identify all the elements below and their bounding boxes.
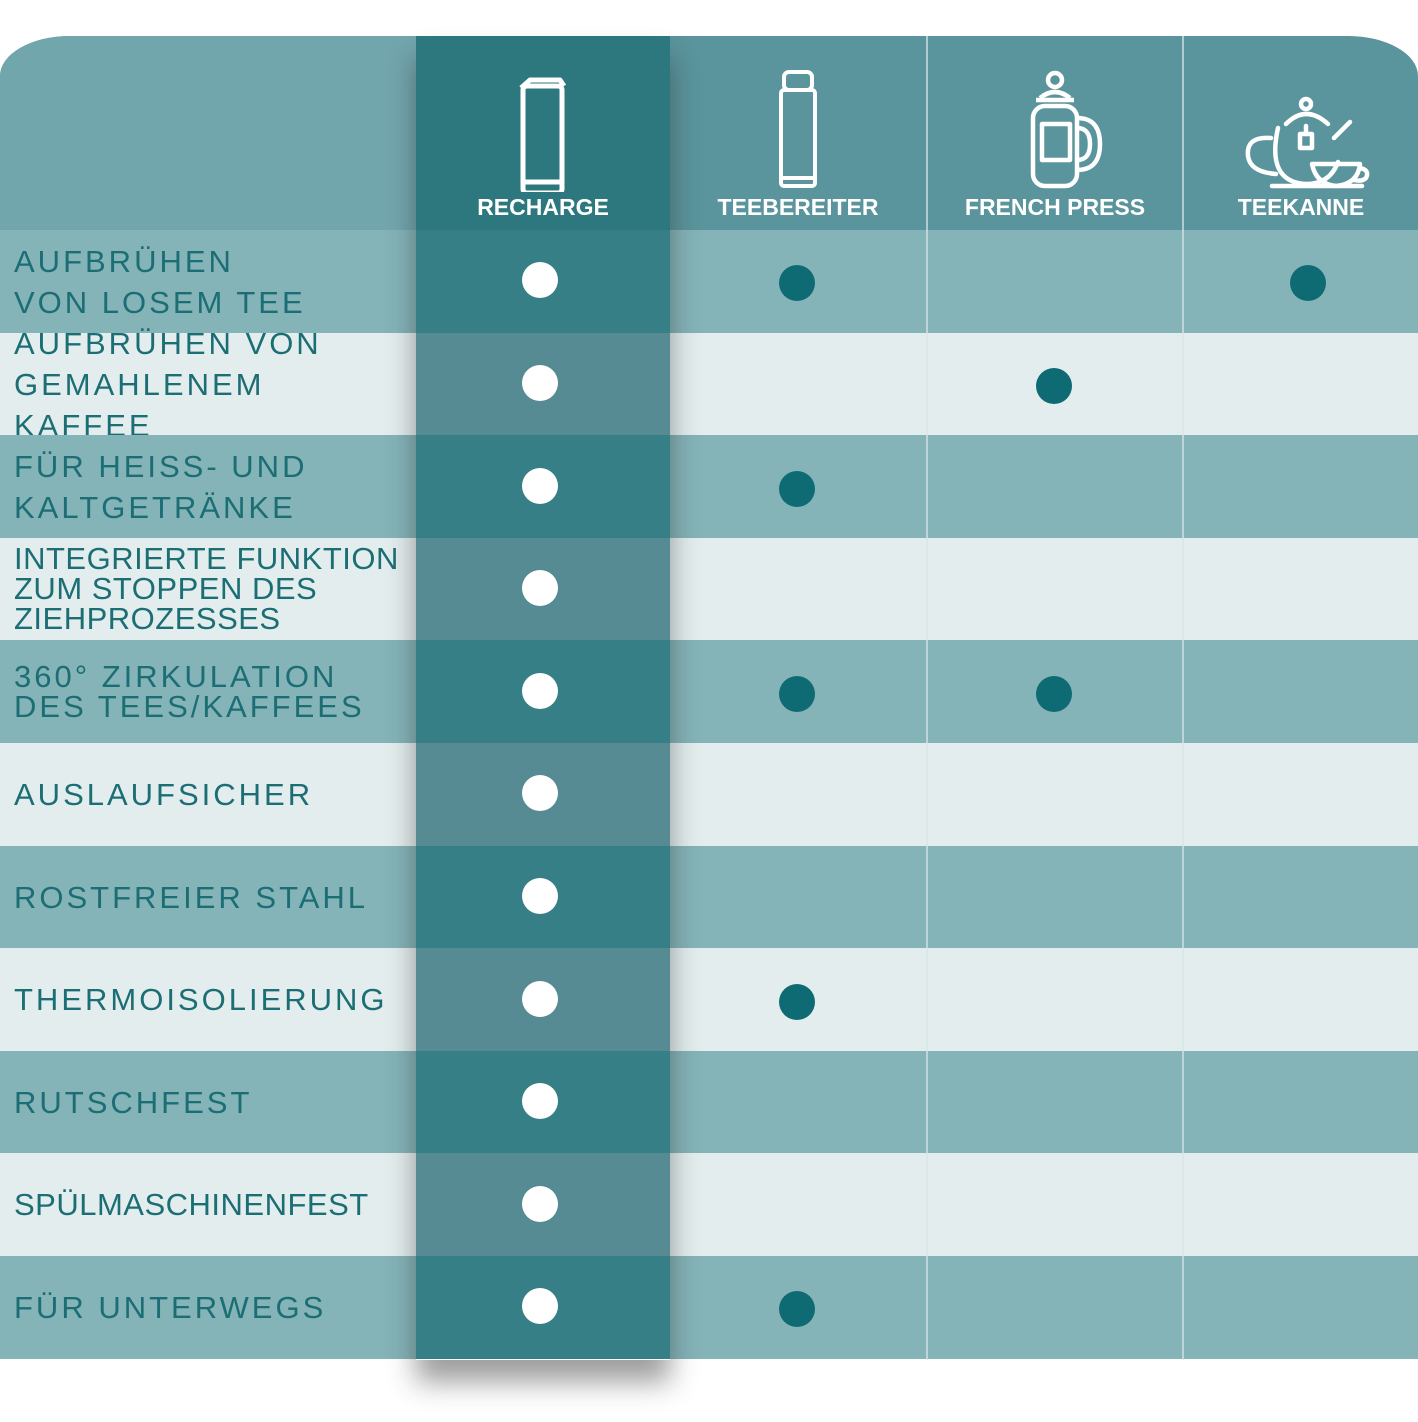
check-dot xyxy=(522,775,558,812)
table-row: 360° ZIRKULATION DES TEES/KAFFEES xyxy=(0,640,1418,744)
row-label-text: 360° ZIRKULATION DES TEES/KAFFEES xyxy=(14,658,365,724)
check-dot xyxy=(522,570,558,607)
row-label-text: THERMOISOLIERUNG xyxy=(14,982,388,1018)
row-label-text: ROSTFREIER STAHL xyxy=(14,879,369,915)
check-dot xyxy=(522,877,558,914)
check-dot xyxy=(522,980,558,1017)
column-label: TEEKANNE xyxy=(1237,194,1365,220)
row-label-text: RUTSCHFEST xyxy=(14,1084,253,1120)
teapot-icon xyxy=(1245,96,1370,189)
column-divider xyxy=(926,36,928,1360)
row-label-text: FÜR HEISS- UND KALTGETRÄNKE xyxy=(14,448,308,525)
row-label-text: AUFBRÜHEN VON GEMAHLENEM KAFFEE xyxy=(14,325,322,443)
comparison-table: AUFBRÜHEN VON LOSEM TEE AUFBRÜHEN VON GEM… xyxy=(0,36,1418,1360)
row-label-text: FÜR UNTERWEGS xyxy=(14,1290,327,1325)
row-label: AUSLAUFSICHER xyxy=(14,743,414,846)
tea-flask-icon xyxy=(779,70,817,188)
french-press-icon xyxy=(1030,70,1103,189)
table-row: AUSLAUFSICHER xyxy=(0,743,1418,846)
table-row: ROSTFREIER STAHL xyxy=(0,845,1418,949)
check-dot xyxy=(522,672,558,709)
check-dot xyxy=(1036,675,1072,712)
table-header xyxy=(0,36,1418,230)
check-dot xyxy=(779,1291,815,1328)
check-dot xyxy=(779,265,815,302)
row-label: ROSTFREIER STAHL xyxy=(14,846,414,949)
row-label: FÜR UNTERWEGS xyxy=(14,1256,414,1359)
column-header-teebereiter: TEEBEREITER xyxy=(670,36,926,230)
header-corner xyxy=(0,36,416,230)
table-row: RUTSCHFEST xyxy=(0,1050,1418,1154)
row-label-text: AUSLAUFSICHER xyxy=(14,777,314,812)
check-dot xyxy=(1036,367,1072,404)
check-dot xyxy=(522,364,558,401)
column-header-french-press: FRENCH PRESS xyxy=(928,36,1182,230)
row-label: FÜR HEISS- UND KALTGETRÄNKE xyxy=(14,435,414,538)
column-label: RECHARGE xyxy=(477,194,609,220)
row-label-text: AUFBRÜHEN VON LOSEM TEE xyxy=(14,243,306,320)
table-row: FÜR HEISS- UND KALTGETRÄNKE xyxy=(0,435,1418,539)
recharge-header-bg xyxy=(416,36,670,230)
row-label: THERMOISOLIERUNG xyxy=(14,948,414,1051)
table-row: AUFBRÜHEN VON GEMAHLENEM KAFFEE xyxy=(0,326,1418,443)
row-label: AUFBRÜHEN VON GEMAHLENEM KAFFEE xyxy=(14,326,414,443)
travel-mug-icon xyxy=(519,77,567,192)
row-label: AUFBRÜHEN VON LOSEM TEE xyxy=(14,230,414,333)
check-dot xyxy=(522,1185,558,1222)
column-header-teekanne: TEEKANNE xyxy=(1184,36,1418,230)
table-row: AUFBRÜHEN VON LOSEM TEE xyxy=(0,230,1418,333)
row-label: 360° ZIRKULATION DES TEES/KAFFEES xyxy=(14,640,414,743)
column-label: FRENCH PRESS xyxy=(964,194,1146,220)
table-row: FÜR UNTERWEGS xyxy=(0,1256,1418,1359)
row-label-text: INTEGRIERTE FUNKTION ZUM STOPPEN DES ZIE… xyxy=(14,541,399,637)
check-dot xyxy=(522,1288,558,1325)
table-row: INTEGRIERTE FUNKTION ZUM STOPPEN DES ZIE… xyxy=(0,537,1418,641)
check-dot xyxy=(779,675,815,712)
column-divider xyxy=(1182,36,1184,1360)
table-row: THERMOISOLIERUNG xyxy=(0,948,1418,1052)
column-header-recharge: RECHARGE xyxy=(416,36,670,230)
check-dot xyxy=(779,983,815,1020)
check-dot xyxy=(522,1083,558,1120)
check-dot xyxy=(1290,265,1326,302)
check-dot xyxy=(522,467,558,504)
row-label: SPÜLMASCHINENFEST xyxy=(14,1153,414,1256)
check-dot xyxy=(779,470,815,507)
row-label-text: SPÜLMASCHINENFEST xyxy=(14,1187,369,1223)
row-label: RUTSCHFEST xyxy=(14,1051,414,1154)
column-label: TEEBEREITER xyxy=(717,194,879,220)
row-label: INTEGRIERTE FUNKTION ZUM STOPPEN DES ZIE… xyxy=(14,538,414,641)
check-dot xyxy=(522,262,558,299)
table-row: SPÜLMASCHINENFEST xyxy=(0,1153,1418,1257)
